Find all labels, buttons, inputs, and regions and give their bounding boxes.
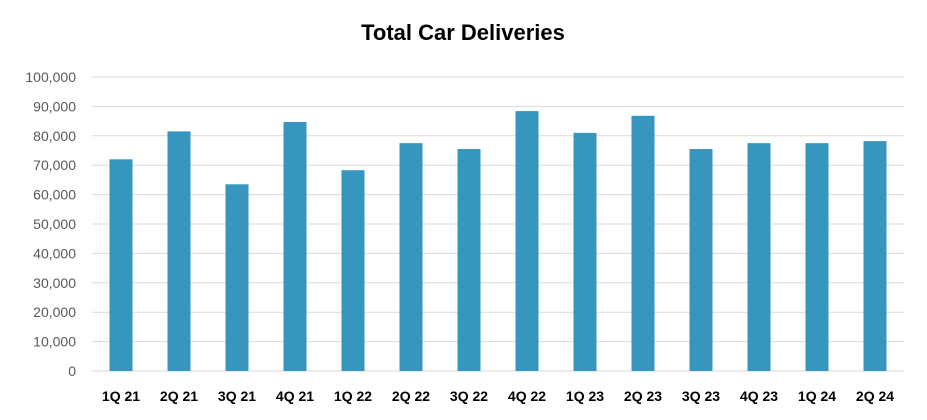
bars bbox=[109, 111, 887, 372]
y-tick-label: 10,000 bbox=[33, 334, 76, 350]
bar bbox=[689, 149, 713, 371]
y-axis-ticks: 0 10,000 20,000 30,000 40,000 50,000 60,000 70,… bbox=[25, 69, 76, 379]
x-tick-label: 1Q 23 bbox=[566, 388, 604, 404]
bar bbox=[747, 143, 771, 371]
y-tick-label: 60,000 bbox=[33, 187, 76, 203]
bar bbox=[805, 143, 829, 371]
x-tick-label: 4Q 22 bbox=[508, 388, 546, 404]
y-tick-label: 80,000 bbox=[33, 128, 76, 144]
bar bbox=[399, 143, 423, 371]
y-tick-label: 90,000 bbox=[33, 98, 76, 114]
chart-title: Total Car Deliveries bbox=[361, 20, 565, 45]
x-tick-label: 3Q 22 bbox=[450, 388, 488, 404]
bar bbox=[631, 115, 655, 371]
y-tick-label: 40,000 bbox=[33, 245, 76, 261]
y-tick-label: 100,000 bbox=[25, 69, 76, 85]
x-tick-label: 1Q 21 bbox=[102, 388, 140, 404]
x-axis-ticks: 1Q 21 2Q 21 3Q 21 4Q 21 1Q 22 2Q 22 3Q 22 4Q 22… bbox=[102, 388, 894, 404]
y-tick-label: 20,000 bbox=[33, 304, 76, 320]
bar bbox=[225, 184, 249, 371]
x-tick-label: 2Q 22 bbox=[392, 388, 430, 404]
y-tick-label: 30,000 bbox=[33, 275, 76, 291]
x-tick-label: 3Q 23 bbox=[682, 388, 720, 404]
x-tick-label: 4Q 21 bbox=[276, 388, 314, 404]
x-tick-label: 1Q 22 bbox=[334, 388, 372, 404]
x-tick-label: 4Q 23 bbox=[740, 388, 778, 404]
bar bbox=[283, 121, 307, 372]
bar bbox=[573, 132, 597, 371]
x-tick-label: 2Q 24 bbox=[856, 388, 894, 404]
x-tick-label: 2Q 23 bbox=[624, 388, 662, 404]
bar bbox=[167, 131, 191, 371]
bar bbox=[341, 170, 365, 371]
x-tick-label: 2Q 21 bbox=[160, 388, 198, 404]
y-tick-label: 70,000 bbox=[33, 157, 76, 173]
x-tick-label: 3Q 21 bbox=[218, 388, 256, 404]
y-tick-label: 50,000 bbox=[33, 216, 76, 232]
gridlines bbox=[92, 76, 904, 372]
bar bbox=[109, 159, 133, 371]
x-tick-label: 1Q 24 bbox=[798, 388, 836, 404]
y-tick-label: 0 bbox=[68, 363, 76, 379]
bar bbox=[515, 111, 539, 371]
bar bbox=[863, 141, 887, 371]
bar bbox=[457, 149, 481, 371]
